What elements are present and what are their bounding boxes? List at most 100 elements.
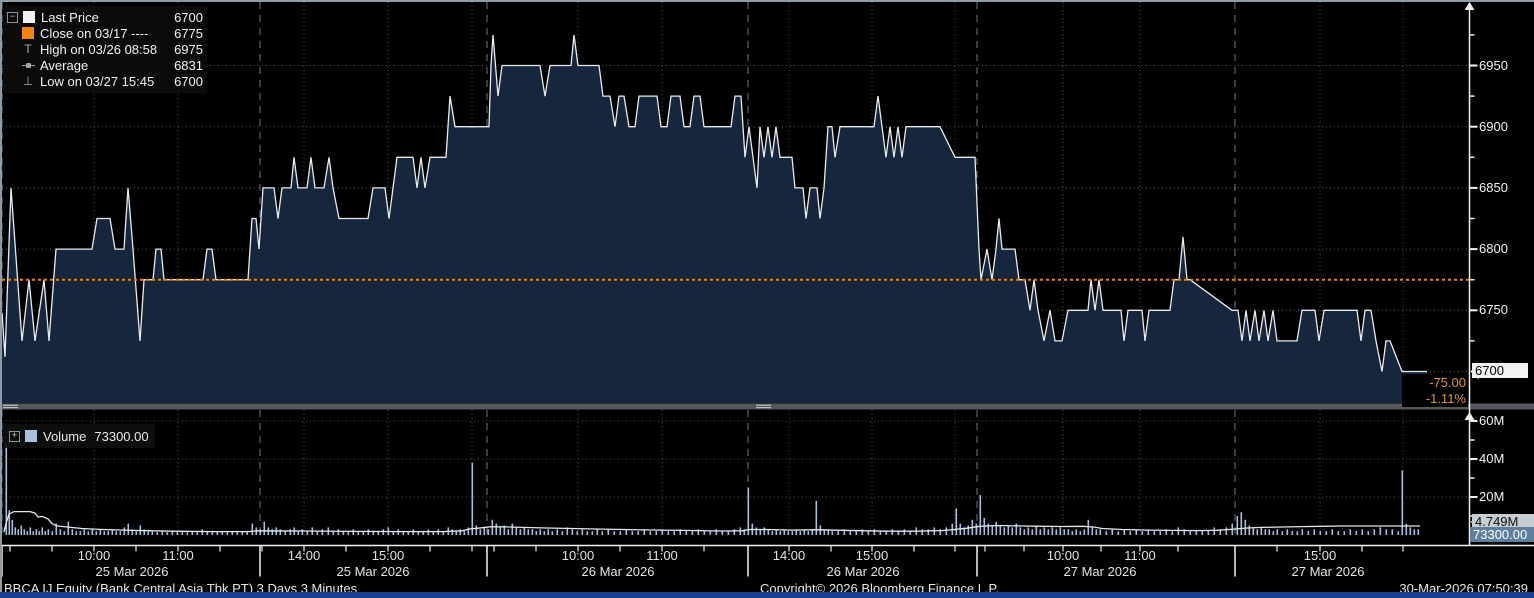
volume-bar[interactable] xyxy=(107,531,110,535)
volume-bar[interactable] xyxy=(131,529,134,535)
volume-bar[interactable] xyxy=(531,529,534,535)
volume-bar[interactable] xyxy=(643,529,646,535)
volume-bar[interactable] xyxy=(685,531,688,535)
volume-bar[interactable] xyxy=(1147,529,1150,535)
volume-bar[interactable] xyxy=(402,531,405,535)
volume-bar[interactable] xyxy=(41,527,44,535)
volume-bar[interactable] xyxy=(156,532,159,535)
volume-bar[interactable] xyxy=(1087,519,1090,535)
volume-bar[interactable] xyxy=(503,525,506,536)
volume-bar[interactable] xyxy=(1264,529,1267,535)
volume-bar[interactable] xyxy=(11,519,14,535)
volume-bar[interactable] xyxy=(1385,529,1388,535)
volume-bar[interactable] xyxy=(709,531,712,535)
volume-bar[interactable] xyxy=(743,529,746,535)
volume-bar[interactable] xyxy=(1219,529,1222,535)
volume-bar[interactable] xyxy=(975,523,978,535)
volume-bar[interactable] xyxy=(763,527,766,535)
volume-bar[interactable] xyxy=(991,525,994,536)
volume-bar[interactable] xyxy=(171,531,174,535)
volume-bar[interactable] xyxy=(119,531,122,535)
volume-bar[interactable] xyxy=(733,529,736,535)
volume-bar[interactable] xyxy=(59,529,62,535)
volume-bar[interactable] xyxy=(727,531,730,535)
volume-bar[interactable] xyxy=(196,532,199,535)
volume-bar[interactable] xyxy=(362,531,365,535)
volume-bar[interactable] xyxy=(779,531,782,535)
volume-bar[interactable] xyxy=(909,531,912,535)
volume-bar[interactable] xyxy=(543,531,546,535)
volume-bar[interactable] xyxy=(1177,527,1180,535)
volume-bar[interactable] xyxy=(67,521,70,535)
volume-bar[interactable] xyxy=(511,523,514,535)
volume-bar[interactable] xyxy=(927,529,930,535)
volume-bar[interactable] xyxy=(1039,529,1042,535)
volume-bar[interactable] xyxy=(1099,529,1102,535)
volume-bar[interactable] xyxy=(855,531,858,535)
volume-bar[interactable] xyxy=(1165,529,1168,535)
legend-row-average[interactable]: Average 6831 xyxy=(7,57,203,73)
volume-bar[interactable] xyxy=(783,529,786,535)
volume-bar[interactable] xyxy=(967,525,970,536)
volume-bar[interactable] xyxy=(613,531,616,535)
volume-bar[interactable] xyxy=(1083,529,1086,535)
panel-divider[interactable] xyxy=(0,403,1534,410)
volume-bar[interactable] xyxy=(1379,527,1382,535)
volume-bar[interactable] xyxy=(1135,529,1138,535)
volume-bar[interactable] xyxy=(297,531,300,535)
volume-bar[interactable] xyxy=(372,531,375,535)
volume-bar[interactable] xyxy=(955,508,958,535)
volume-bar[interactable] xyxy=(747,487,750,536)
volume-bar[interactable] xyxy=(226,532,229,535)
volume-bar[interactable] xyxy=(799,531,802,535)
volume-bar[interactable] xyxy=(1367,531,1370,535)
volume-bar[interactable] xyxy=(1355,531,1358,535)
volume-bar[interactable] xyxy=(655,531,658,535)
price-line[interactable] xyxy=(1,34,1427,373)
volume-bar[interactable] xyxy=(771,531,774,535)
volume-bar[interactable] xyxy=(1153,531,1156,535)
volume-bar[interactable] xyxy=(987,523,990,535)
volume-bar[interactable] xyxy=(1331,529,1334,535)
legend-row-low[interactable]: ⊥ Low on 03/27 15:45 6700 xyxy=(7,73,203,89)
volume-bar[interactable] xyxy=(241,531,244,535)
volume-bar[interactable] xyxy=(79,531,82,535)
volume-bar[interactable] xyxy=(1111,529,1114,535)
volume-bar[interactable] xyxy=(811,529,814,535)
volume-bar[interactable] xyxy=(271,529,274,535)
volume-bar[interactable] xyxy=(186,532,189,535)
volume-bar[interactable] xyxy=(903,529,906,535)
volume-bar[interactable] xyxy=(507,529,510,535)
volume-bar[interactable] xyxy=(103,531,106,535)
volume-bar[interactable] xyxy=(576,531,579,535)
volume-bar[interactable] xyxy=(1413,529,1416,535)
volume-bar[interactable] xyxy=(607,529,610,535)
volume-bar[interactable] xyxy=(1276,529,1279,535)
volume-bar[interactable] xyxy=(697,529,700,535)
volume-bar[interactable] xyxy=(837,531,840,535)
volume-bar[interactable] xyxy=(591,531,594,535)
volume-bar[interactable] xyxy=(1067,529,1070,535)
volume-bar[interactable] xyxy=(442,531,445,535)
volume-bar[interactable] xyxy=(332,531,335,535)
volume-bar[interactable] xyxy=(1059,527,1062,535)
legend-row-close[interactable]: Close on 03/17 ---- 6775 xyxy=(7,25,203,41)
volume-bar[interactable] xyxy=(8,510,11,535)
volume-bar[interactable] xyxy=(83,529,86,535)
volume-bar[interactable] xyxy=(1296,531,1299,535)
volume-bar[interactable] xyxy=(95,531,98,535)
volume-bar[interactable] xyxy=(51,531,54,535)
volume-bar[interactable] xyxy=(667,531,670,535)
volume-bar[interactable] xyxy=(1201,531,1204,535)
volume-bar[interactable] xyxy=(135,531,138,535)
volume-bar[interactable] xyxy=(1286,529,1289,535)
volume-bar[interactable] xyxy=(1225,527,1228,535)
volume-bar[interactable] xyxy=(897,531,900,535)
volume-bar[interactable] xyxy=(1015,523,1018,535)
volume-bar[interactable] xyxy=(284,531,287,535)
volume-bar[interactable] xyxy=(556,529,559,535)
volume-bar[interactable] xyxy=(417,531,420,535)
volume-bar[interactable] xyxy=(91,529,94,535)
volume-bar[interactable] xyxy=(459,529,462,535)
volume-bar[interactable] xyxy=(891,529,894,535)
